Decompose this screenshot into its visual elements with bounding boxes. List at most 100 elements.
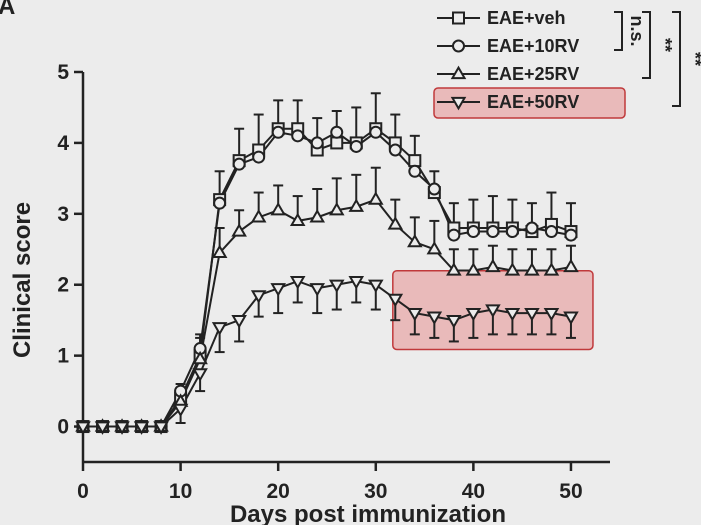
data-point-eae-50rv bbox=[231, 315, 247, 329]
significance-bracket bbox=[642, 11, 651, 79]
legend-label-eae-10rv: EAE+10RV bbox=[487, 36, 579, 56]
legend-marker-eae-25rv bbox=[450, 65, 467, 80]
panel-label: A bbox=[0, 0, 15, 20]
data-point-eae-10rv bbox=[271, 125, 285, 139]
data-point-eae-25rv bbox=[563, 258, 579, 273]
legend-marker-eae-50rv bbox=[450, 96, 467, 111]
data-point-eae-25rv bbox=[504, 262, 521, 276]
data-point-eae-10rv bbox=[310, 136, 324, 150]
x-tick-label: 10 bbox=[169, 480, 192, 503]
significance-label: ** bbox=[685, 52, 701, 66]
legend-marker-eae-veh bbox=[452, 11, 465, 25]
data-point-eae-50rv bbox=[94, 421, 111, 435]
y-tick-label: 2 bbox=[57, 274, 69, 297]
data-point-eae-10rv bbox=[447, 228, 461, 242]
data-point-eae-10rv bbox=[252, 150, 266, 164]
data-point-eae-50rv bbox=[485, 304, 501, 318]
data-point-eae-50rv bbox=[367, 279, 384, 294]
data-point-eae-50rv bbox=[211, 322, 228, 336]
significance-label: ** bbox=[655, 38, 675, 52]
data-point-eae-10rv bbox=[505, 225, 519, 239]
legend-marker-eae-10rv bbox=[452, 39, 465, 53]
data-point-eae-50rv bbox=[446, 315, 462, 329]
y-tick-label: 4 bbox=[57, 132, 69, 155]
x-tick-label: 50 bbox=[559, 480, 582, 503]
data-point-eae-25rv bbox=[348, 198, 365, 212]
data-point-eae-50rv bbox=[563, 311, 579, 325]
data-point-eae-50rv bbox=[504, 307, 521, 322]
y-axis-title: Clinical score bbox=[9, 202, 36, 358]
significance-bracket bbox=[672, 11, 681, 107]
data-point-eae-veh bbox=[408, 154, 422, 168]
data-point-eae-50rv bbox=[348, 276, 365, 290]
data-point-eae-25rv bbox=[250, 209, 267, 223]
data-point-eae-50rv bbox=[465, 307, 482, 322]
significance-bracket bbox=[614, 11, 623, 51]
data-point-eae-10rv bbox=[369, 125, 383, 139]
data-point-eae-10rv bbox=[427, 182, 441, 196]
x-tick-label: 20 bbox=[267, 480, 290, 503]
data-point-eae-25rv bbox=[289, 212, 306, 227]
data-point-eae-25rv bbox=[270, 201, 286, 216]
data-point-eae-50rv bbox=[153, 421, 169, 435]
data-point-eae-50rv bbox=[75, 421, 91, 435]
data-point-eae-50rv bbox=[309, 283, 326, 297]
significance-brackets: n.s. ** ** bbox=[614, 11, 701, 107]
data-point-eae-10rv bbox=[232, 157, 246, 171]
x-tick-label: 0 bbox=[77, 480, 89, 503]
data-point-eae-10rv bbox=[466, 225, 480, 239]
data-point-eae-10rv bbox=[564, 228, 578, 242]
data-point-eae-50rv bbox=[543, 307, 560, 322]
data-point-eae-50rv bbox=[192, 368, 208, 382]
error-bars bbox=[175, 92, 576, 424]
data-point-eae-25rv bbox=[367, 191, 384, 205]
data-point-eae-50rv bbox=[426, 311, 443, 325]
data-point-eae-50rv bbox=[250, 290, 267, 304]
data-point-eae-50rv bbox=[172, 403, 189, 418]
data-point-eae-50rv bbox=[289, 276, 306, 290]
series-markers bbox=[75, 122, 579, 435]
data-point-eae-50rv bbox=[407, 307, 423, 322]
x-tick-label: 40 bbox=[462, 480, 485, 503]
data-point-eae-10rv bbox=[408, 164, 422, 178]
data-point-eae-25rv bbox=[192, 350, 208, 365]
data-point-eae-10rv bbox=[349, 139, 363, 153]
data-point-eae-25rv bbox=[485, 258, 501, 273]
y-tick-label: 3 bbox=[57, 203, 69, 226]
data-point-eae-50rv bbox=[114, 421, 130, 435]
data-point-eae-50rv bbox=[328, 279, 345, 294]
x-tick-label: 30 bbox=[364, 480, 387, 503]
data-point-eae-50rv bbox=[270, 283, 286, 297]
highlight-box-legend bbox=[433, 87, 626, 119]
data-point-eae-50rv bbox=[133, 421, 150, 435]
x-axis-title: Days post immunization bbox=[230, 501, 506, 525]
data-point-eae-10rv bbox=[330, 125, 344, 139]
data-point-eae-25rv bbox=[446, 262, 462, 276]
data-point-eae-25rv bbox=[231, 223, 247, 237]
y-tick-label: 5 bbox=[57, 61, 69, 84]
legend-label-eae-50rv: EAE+50RV bbox=[487, 92, 579, 112]
data-point-eae-25rv bbox=[543, 262, 560, 276]
data-point-eae-50rv bbox=[524, 307, 540, 322]
data-point-eae-10rv bbox=[213, 196, 227, 210]
data-point-eae-25rv bbox=[387, 216, 404, 230]
data-point-eae-25rv bbox=[426, 240, 443, 255]
data-point-eae-10rv bbox=[388, 143, 402, 157]
y-tick-label: 0 bbox=[57, 416, 69, 439]
data-point-eae-10rv bbox=[486, 225, 500, 239]
legend-label-eae-25rv: EAE+25RV bbox=[487, 64, 579, 84]
legend: EAE+veh EAE+10RV EAE+25RV EAE+50RV bbox=[433, 8, 626, 119]
data-point-eae-25rv bbox=[211, 244, 228, 258]
legend-label-eae-veh: EAE+veh bbox=[487, 8, 566, 28]
data-point-eae-10rv bbox=[525, 221, 539, 235]
data-point-eae-25rv bbox=[309, 209, 326, 223]
data-point-eae-25rv bbox=[524, 262, 540, 276]
data-point-eae-10rv bbox=[291, 129, 305, 143]
data-point-eae-25rv bbox=[328, 201, 345, 216]
data-point-eae-25rv bbox=[465, 262, 482, 276]
significance-label: n.s. bbox=[627, 15, 647, 46]
data-point-eae-veh bbox=[330, 136, 344, 150]
data-point-eae-25rv bbox=[407, 233, 423, 248]
data-point-eae-10rv bbox=[544, 225, 558, 239]
